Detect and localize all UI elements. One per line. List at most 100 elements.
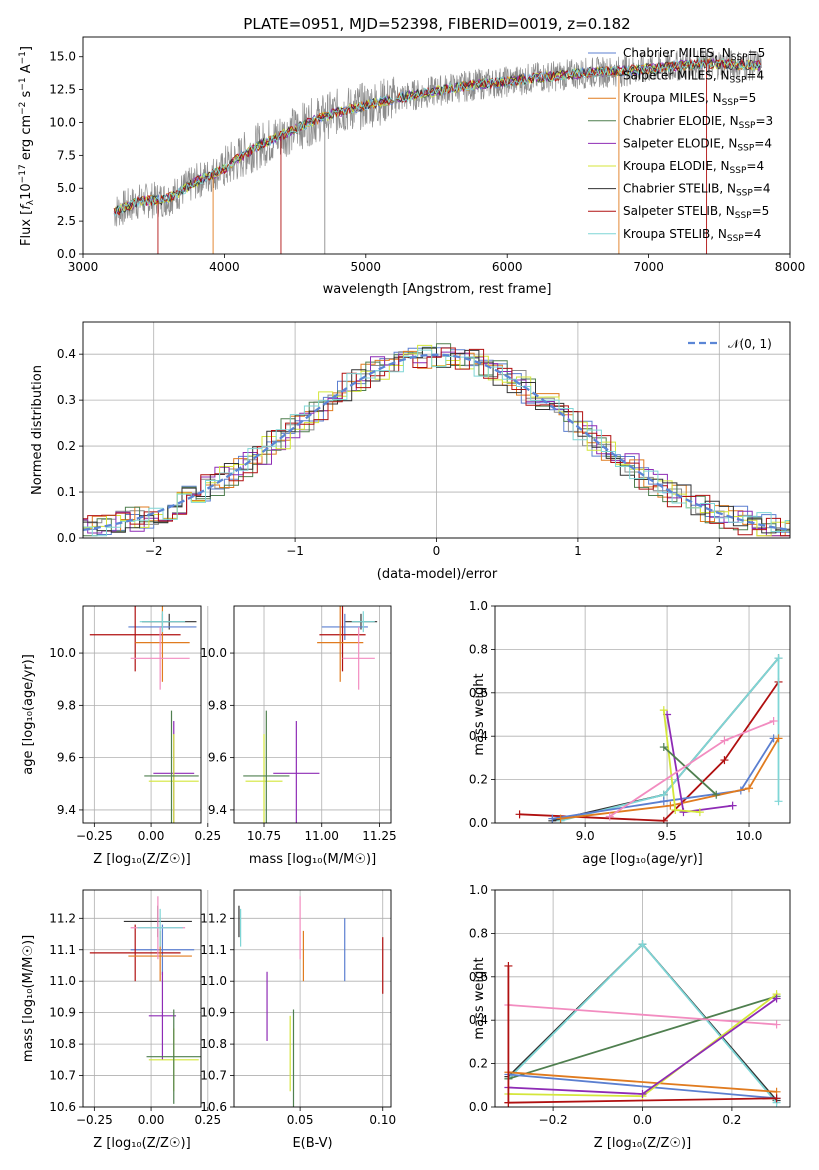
panel-2	[79, 606, 209, 827]
series-marker	[720, 756, 729, 765]
chart-title: PLATE=0951, MJD=52398, FIBERID=0019, z=0…	[243, 15, 630, 33]
y-tick-label: 1.0	[469, 883, 488, 897]
legend-label: Chabrier MILES, NSSP=5	[623, 46, 765, 63]
y-tick-label: 0.0	[469, 816, 488, 830]
series-line	[560, 655, 780, 822]
x-axis-label: wavelength [Angstrom, rest frame]	[323, 282, 552, 297]
x-tick-label: 0.05	[287, 1113, 314, 1127]
x-tick-label: 5000	[351, 260, 382, 274]
y-tick-label: 2.5	[57, 214, 76, 228]
y-tick-label: 5.0	[57, 181, 76, 195]
x-tick-label: 9.5	[658, 829, 677, 843]
errorbars	[243, 606, 378, 823]
panel-4	[491, 605, 790, 827]
panel-0	[79, 56, 791, 258]
y-tick-label: 0.6	[469, 970, 488, 984]
x-tick-label: 10.75	[247, 829, 281, 843]
y-axis-label: mass [log₁₀(M/M☉)]	[21, 935, 36, 1062]
x-tick-label: 8000	[775, 260, 806, 274]
x-axis-label: (data-model)/error	[377, 567, 498, 582]
x-tick-label: −0.25	[76, 1113, 113, 1127]
histogram-step	[83, 344, 790, 537]
y-tick-label: 10.8	[49, 1037, 76, 1051]
y-tick-label: 10.6	[200, 1100, 227, 1114]
x-tick-label: −0.25	[76, 829, 113, 843]
x-tick-label: 1	[574, 544, 582, 558]
series-marker	[769, 717, 778, 726]
series-marker	[515, 810, 524, 819]
axes-frame	[82, 36, 791, 255]
y-tick-label: 11.2	[200, 911, 227, 925]
histograms	[83, 343, 790, 537]
y-tick-label: 10.9	[200, 1006, 227, 1020]
legend-label: Kroupa MILES, NSSP=5	[623, 91, 756, 108]
x-tick-label: 2	[715, 544, 723, 558]
y-tick-label: 11.1	[49, 943, 76, 957]
y-tick-label: 0.4	[57, 347, 76, 361]
x-tick-label: −0.2	[539, 1113, 568, 1127]
y-tick-label: 9.4	[208, 803, 227, 817]
series-marker	[712, 790, 721, 799]
series-marker	[638, 1089, 647, 1098]
legend-label: Chabrier STELIB, NSSP=4	[623, 182, 771, 199]
series-marker	[548, 814, 557, 823]
series-marker	[772, 1020, 781, 1029]
series-line	[519, 681, 780, 822]
histogram-step	[83, 347, 790, 537]
series-marker	[774, 734, 783, 743]
series-marker	[666, 801, 675, 810]
y-tick-label: 0.2	[57, 439, 76, 453]
y-tick-label: 9.4	[57, 803, 76, 817]
y-tick-label: 0.4	[469, 1013, 488, 1027]
legend-label: Kroupa ELODIE, NSSP=4	[623, 159, 764, 176]
y-tick-label: 0.8	[469, 926, 488, 940]
axes-frame	[82, 605, 202, 824]
y-axis-label: age [log₁₀(age/yr)]	[21, 654, 36, 775]
x-tick-label: −2	[145, 544, 163, 558]
x-tick-label: 0.25	[194, 829, 221, 843]
legend-label: Salpeter MILES, NSSP=4	[623, 69, 764, 86]
y-tick-label: 9.6	[208, 751, 227, 765]
series-marker	[659, 706, 668, 715]
panel-7	[491, 889, 790, 1111]
y-tick-label: 0.2	[469, 773, 488, 787]
x-axis-label: E(B-V)	[292, 1136, 332, 1151]
axes-frame	[233, 605, 392, 824]
x-tick-label: 4000	[209, 260, 240, 274]
series-line	[552, 657, 780, 822]
errorbars	[89, 896, 201, 1104]
histogram-step	[83, 350, 790, 537]
legend-label: 𝒩(0, 1)	[728, 337, 772, 351]
legend-label: Kroupa STELIB, NSSP=4	[623, 227, 761, 244]
model-spectrum-line	[113, 57, 761, 217]
y-axis-label: mass weight	[472, 673, 487, 755]
legend-label: Chabrier ELODIE, NSSP=3	[623, 114, 773, 131]
y-tick-label: 0.2	[469, 1057, 488, 1071]
series-marker	[772, 994, 781, 1003]
x-tick-label: 0.10	[369, 1113, 396, 1127]
series-marker	[720, 736, 729, 745]
legend-label: Salpeter ELODIE, NSSP=4	[623, 136, 772, 153]
y-tick-label: 10.9	[49, 1006, 76, 1020]
series-marker	[659, 816, 668, 823]
series-marker	[774, 797, 783, 806]
series-marker	[679, 808, 688, 817]
series-marker	[638, 940, 647, 949]
series-marker	[774, 654, 783, 663]
series-marker	[556, 814, 565, 823]
y-tick-label: 0.4	[469, 729, 488, 743]
series-marker	[745, 784, 754, 793]
axes-frame	[82, 889, 202, 1108]
x-tick-label: 3000	[68, 260, 99, 274]
series-lines	[504, 940, 781, 1107]
y-tick-label: 11.1	[200, 943, 227, 957]
y-tick-label: 0.3	[57, 393, 76, 407]
legend-label: Salpeter STELIB, NSSP=5	[623, 204, 769, 221]
x-tick-label: 0.00	[138, 829, 165, 843]
y-tick-label: 0.0	[57, 531, 76, 545]
axes-frame	[82, 321, 791, 539]
y-tick-label: 0.8	[469, 642, 488, 656]
spectrum-lines	[113, 48, 762, 254]
y-tick-label: 12.5	[49, 83, 76, 97]
